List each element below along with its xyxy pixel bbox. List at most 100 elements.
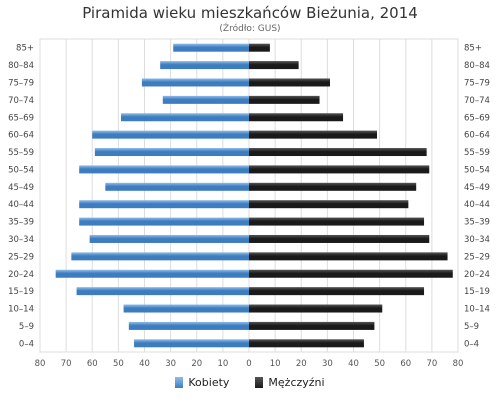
x-tick-label: 10 — [217, 359, 228, 369]
category-label-right: 10–14 — [464, 305, 490, 315]
category-label-right: 40–44 — [464, 200, 490, 210]
bar-kobiety[interactable] — [162, 95, 249, 104]
bar-mezczyzni[interactable] — [249, 321, 375, 330]
legend-label-kobiety: Kobiety — [188, 376, 230, 389]
category-label-right: 25–29 — [464, 252, 490, 262]
category-label-right: 45–49 — [464, 183, 490, 193]
bar-kobiety[interactable] — [79, 217, 249, 226]
category-label-left: 35–39 — [8, 218, 34, 228]
category-label-right: 65–69 — [464, 113, 490, 123]
x-tick-label: 0 — [246, 359, 251, 369]
x-tick-label: 30 — [165, 359, 176, 369]
chart-title: Piramida wieku mieszkańców Bieżunia, 201… — [82, 4, 418, 22]
bar-mezczyzni[interactable] — [249, 78, 330, 87]
category-label-left: 40–44 — [8, 200, 34, 210]
category-label-right: 0–4 — [464, 339, 479, 349]
bar-kobiety[interactable] — [79, 165, 249, 174]
category-label-left: 30–34 — [8, 235, 34, 245]
category-label-right: 35–39 — [464, 218, 490, 228]
legend-item-kobiety[interactable]: Kobiety — [175, 376, 229, 389]
axis-labels: 80 70 60 50 40 30 20 10 0 10 20 30 40 50 60 70 80 85+ 85+ 8… — [8, 44, 490, 369]
bar-mezczyzni[interactable] — [249, 61, 299, 70]
category-label-right: 15–19 — [464, 287, 490, 297]
category-label-right: 55–59 — [464, 148, 490, 158]
bar-kobiety[interactable] — [123, 304, 249, 313]
bar-kobiety[interactable] — [79, 200, 249, 209]
category-label-left: 80–84 — [8, 61, 34, 71]
category-label-left: 15–19 — [8, 287, 34, 297]
x-tick-label: 20 — [296, 359, 307, 369]
legend-swatch-kobiety — [175, 377, 184, 388]
x-tick-label: 60 — [87, 359, 98, 369]
bar-mezczyzni[interactable] — [249, 217, 425, 226]
category-label-right: 70–74 — [464, 96, 490, 106]
category-label-left: 70–74 — [8, 96, 34, 106]
bar-kobiety[interactable] — [92, 130, 249, 139]
x-tick-label: 50 — [374, 359, 385, 369]
bar-kobiety[interactable] — [128, 321, 249, 330]
bar-kobiety[interactable] — [134, 339, 249, 348]
bar-mezczyzni[interactable] — [249, 148, 427, 157]
grid-lines — [39, 38, 459, 353]
category-label-left: 20–24 — [8, 270, 34, 280]
bar-mezczyzni[interactable] — [249, 234, 430, 243]
category-label-right: 50–54 — [464, 165, 490, 175]
category-label-left: 45–49 — [8, 183, 34, 193]
x-tick-label: 70 — [426, 359, 437, 369]
x-tick-label: 30 — [322, 359, 333, 369]
category-label-right: 80–84 — [464, 61, 490, 71]
legend: Kobiety Mężczyźni — [0, 376, 500, 389]
bar-kobiety[interactable] — [89, 234, 249, 243]
legend-item-mezczyzni[interactable]: Mężczyźni — [255, 376, 325, 389]
bar-kobiety[interactable] — [76, 287, 249, 296]
bar-mezczyzni[interactable] — [249, 165, 430, 174]
x-tick-label: 40 — [139, 359, 150, 369]
bar-mezczyzni[interactable] — [249, 304, 383, 313]
bar-kobiety[interactable] — [173, 43, 249, 52]
bar-mezczyzni[interactable] — [249, 182, 417, 191]
category-label-right: 20–24 — [464, 270, 490, 280]
x-tick-label: 10 — [270, 359, 281, 369]
category-label-right: 5–9 — [464, 322, 479, 332]
x-tick-label: 80 — [453, 359, 464, 369]
x-tick-label: 20 — [191, 359, 202, 369]
x-tick-label: 40 — [348, 359, 359, 369]
bar-mezczyzni[interactable] — [249, 130, 378, 139]
bar-kobiety[interactable] — [71, 252, 249, 261]
chart-subtitle: (Źródło: GUS) — [219, 24, 281, 34]
bar-kobiety[interactable] — [55, 269, 249, 278]
category-label-left: 5–9 — [19, 322, 34, 332]
category-label-left: 60–64 — [8, 131, 34, 141]
category-label-left: 0–4 — [19, 339, 34, 349]
category-label-right: 60–64 — [464, 131, 490, 141]
x-tick-label: 80 — [35, 359, 46, 369]
category-label-left: 25–29 — [8, 252, 34, 262]
category-label-right: 30–34 — [464, 235, 490, 245]
category-label-left: 75–79 — [8, 78, 34, 88]
category-label-left: 50–54 — [8, 165, 34, 175]
bar-mezczyzni[interactable] — [249, 95, 320, 104]
bar-kobiety[interactable] — [160, 61, 249, 70]
bar-mezczyzni[interactable] — [249, 113, 344, 122]
bar-mezczyzni[interactable] — [249, 339, 364, 348]
bar-mezczyzni[interactable] — [249, 200, 409, 209]
bar-kobiety[interactable] — [94, 148, 249, 157]
category-label-left: 10–14 — [8, 305, 34, 315]
category-label-left: 65–69 — [8, 113, 34, 123]
category-label-right: 85+ — [464, 44, 482, 54]
category-label-right: 75–79 — [464, 78, 490, 88]
bar-mezczyzni[interactable] — [249, 269, 453, 278]
bar-kobiety[interactable] — [120, 113, 249, 122]
bar-mezczyzni[interactable] — [249, 252, 448, 261]
bar-kobiety[interactable] — [141, 78, 249, 87]
x-tick-label: 70 — [61, 359, 72, 369]
bar-kobiety[interactable] — [105, 182, 249, 191]
bar-mezczyzni[interactable] — [249, 287, 425, 296]
legend-swatch-mezczyzni — [255, 377, 264, 388]
legend-label-mezczyzni: Mężczyźni — [268, 376, 325, 389]
x-tick-label: 50 — [113, 359, 124, 369]
bar-mezczyzni[interactable] — [249, 43, 270, 52]
x-tick-label: 60 — [400, 359, 411, 369]
bars — [55, 43, 453, 348]
